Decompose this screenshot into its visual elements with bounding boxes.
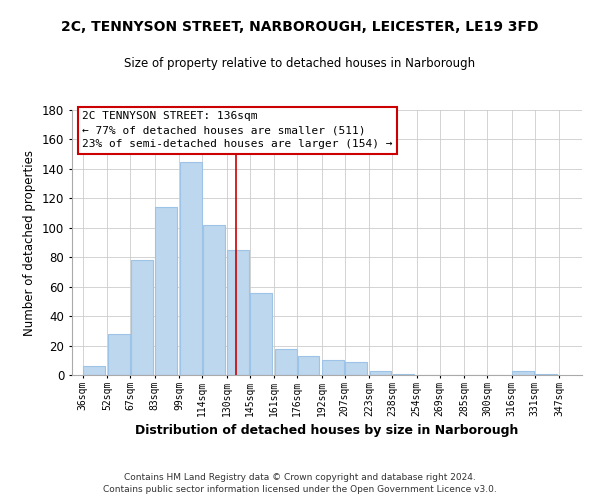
Bar bbox=[393, 374, 415, 375]
Bar bbox=[535, 374, 557, 375]
Bar bbox=[227, 250, 249, 375]
Text: 2C, TENNYSON STREET, NARBOROUGH, LEICESTER, LE19 3FD: 2C, TENNYSON STREET, NARBOROUGH, LEICEST… bbox=[61, 20, 539, 34]
Bar bbox=[370, 370, 391, 375]
Bar bbox=[345, 362, 367, 375]
Bar bbox=[155, 207, 177, 375]
Bar bbox=[180, 162, 202, 375]
Bar bbox=[250, 292, 272, 375]
Text: Contains public sector information licensed under the Open Government Licence v3: Contains public sector information licen… bbox=[103, 485, 497, 494]
Bar bbox=[131, 260, 152, 375]
Y-axis label: Number of detached properties: Number of detached properties bbox=[23, 150, 37, 336]
Bar bbox=[108, 334, 130, 375]
Bar bbox=[512, 370, 534, 375]
X-axis label: Distribution of detached houses by size in Narborough: Distribution of detached houses by size … bbox=[136, 424, 518, 437]
Bar bbox=[203, 225, 224, 375]
Text: Size of property relative to detached houses in Narborough: Size of property relative to detached ho… bbox=[124, 58, 476, 70]
Bar bbox=[275, 348, 296, 375]
Text: 2C TENNYSON STREET: 136sqm
← 77% of detached houses are smaller (511)
23% of sem: 2C TENNYSON STREET: 136sqm ← 77% of deta… bbox=[82, 112, 392, 150]
Bar bbox=[322, 360, 344, 375]
Bar bbox=[83, 366, 105, 375]
Bar bbox=[298, 356, 319, 375]
Text: Contains HM Land Registry data © Crown copyright and database right 2024.: Contains HM Land Registry data © Crown c… bbox=[124, 472, 476, 482]
